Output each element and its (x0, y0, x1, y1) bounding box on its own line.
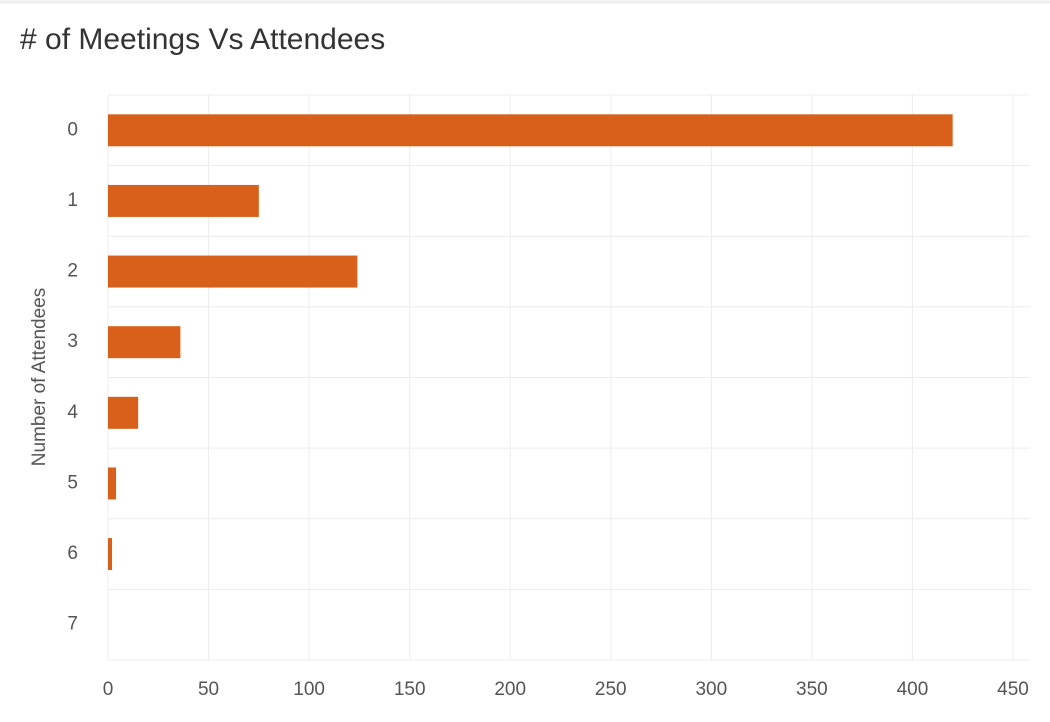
y-tick-label: 7 (67, 614, 78, 635)
x-tick-label: 300 (695, 679, 727, 700)
x-tick-label: 0 (103, 679, 114, 700)
y-axis-label: Number of Attendees (29, 288, 50, 467)
x-tick-label: 350 (796, 679, 828, 700)
bar (108, 538, 113, 571)
x-tick-label: 400 (897, 679, 929, 700)
y-tick-label: 4 (67, 402, 78, 423)
bar (108, 114, 953, 147)
x-tick-label: 250 (595, 679, 627, 700)
bar (108, 396, 139, 429)
x-tick-label: 200 (494, 679, 526, 700)
y-tick-label: 3 (67, 331, 78, 352)
y-tick-label: 2 (67, 261, 78, 282)
bar (108, 467, 117, 500)
bar (108, 184, 259, 217)
x-tick-label: 100 (293, 679, 325, 700)
y-tick-label: 6 (67, 543, 78, 564)
bar (108, 326, 181, 359)
chart-title: # of Meetings Vs Attendees (20, 23, 385, 56)
bar (108, 255, 358, 288)
x-tick-label: 150 (394, 679, 426, 700)
y-tick-label: 5 (67, 472, 78, 493)
y-tick-label: 0 (67, 119, 78, 140)
y-tick-label: 1 (67, 190, 78, 211)
x-tick-label: 450 (997, 679, 1029, 700)
x-tick-label: 50 (198, 679, 219, 700)
